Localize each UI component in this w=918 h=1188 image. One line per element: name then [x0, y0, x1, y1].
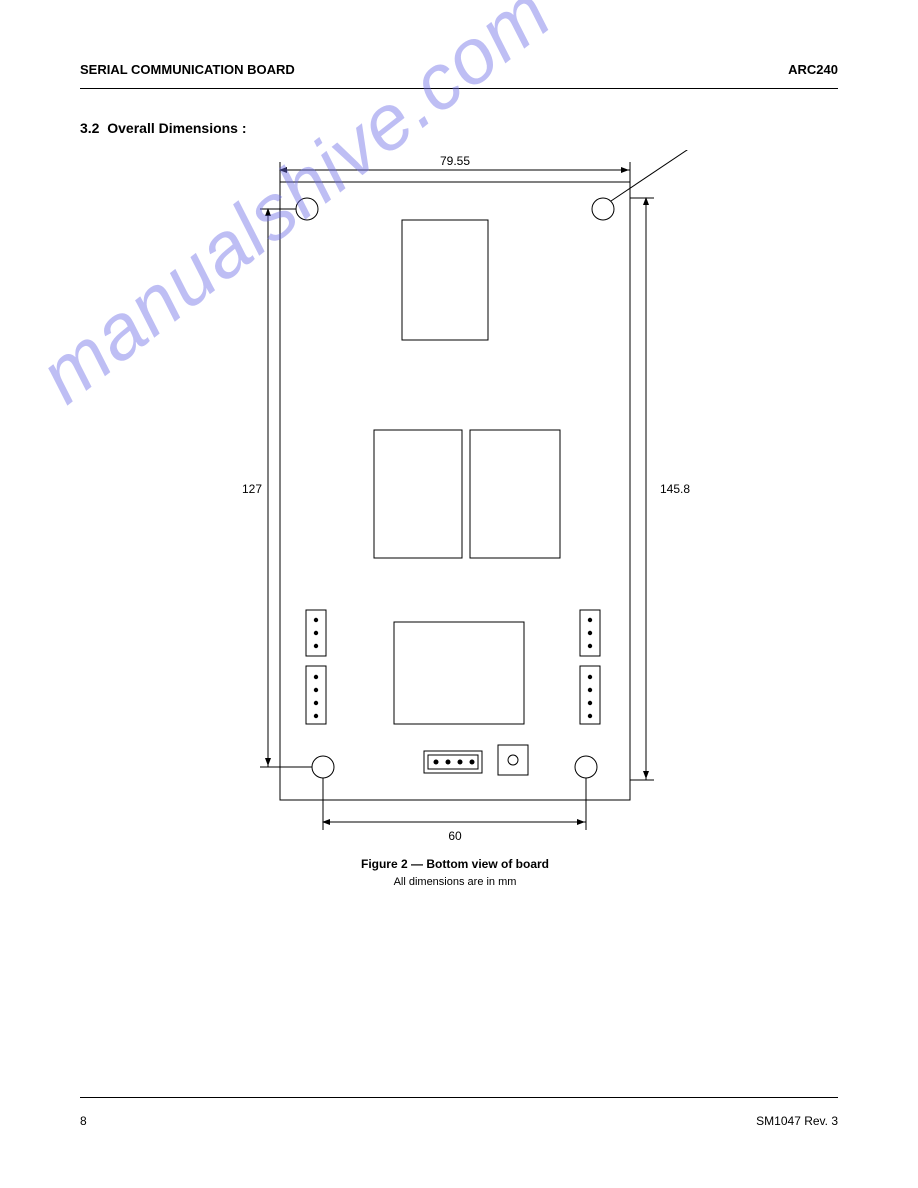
- conn-left-top: [306, 610, 326, 656]
- dim-bottom-hole-span-label: 60: [448, 829, 462, 843]
- footer-doc-rev: SM1047 Rev. 3: [756, 1114, 838, 1128]
- dim-left-hole-span: 127: [242, 209, 312, 767]
- dimension-diagram: 79.55 145.8 127 60: [240, 150, 700, 895]
- conn-right-top: [580, 610, 600, 656]
- top-rule: [80, 88, 838, 89]
- dim-top-width-label: 79.55: [440, 154, 470, 168]
- header-right: ARC240: [788, 62, 838, 77]
- section-number: 3.2: [80, 120, 99, 136]
- figure-caption: Figure 2 — Bottom view of board: [361, 857, 549, 871]
- section-heading: 3.2 Overall Dimensions :: [80, 120, 247, 136]
- hole-bottom-right: [575, 756, 597, 778]
- diagram-svg: 79.55 145.8 127 60: [240, 150, 700, 890]
- dim-right-height: 145.8: [630, 198, 690, 780]
- board-outline: [280, 182, 630, 800]
- comp-bottom-center: [394, 622, 524, 724]
- hole-top-left: [296, 198, 318, 220]
- footer-page-number: 8: [80, 1114, 87, 1128]
- conn-bottom-4pin: [424, 751, 482, 773]
- bottom-rule: [80, 1097, 838, 1098]
- dim-bottom-hole-span: 60: [323, 778, 586, 843]
- conn-right-bot: [580, 666, 600, 724]
- hole-top-right: [592, 198, 614, 220]
- comp-mid-left: [374, 430, 462, 558]
- dim-top-width: 79.55: [280, 154, 630, 182]
- figure-note: All dimensions are in mm: [394, 876, 517, 888]
- comp-top: [402, 220, 488, 340]
- dim-right-height-label: 145.8: [660, 482, 690, 496]
- header-left: SERIAL COMMUNICATION BOARD: [80, 62, 295, 77]
- section-title: Overall Dimensions :: [107, 120, 246, 136]
- hole-bottom-left: [312, 756, 334, 778]
- conn-left-bot: [306, 666, 326, 724]
- page: SERIAL COMMUNICATION BOARD ARC240 3.2 Ov…: [0, 0, 918, 1188]
- dim-left-hole-span-label: 127: [242, 482, 262, 496]
- comp-small-square: [498, 745, 528, 775]
- comp-mid-right: [470, 430, 560, 558]
- hole-callout: 4 holes of Ø 4: [611, 150, 700, 201]
